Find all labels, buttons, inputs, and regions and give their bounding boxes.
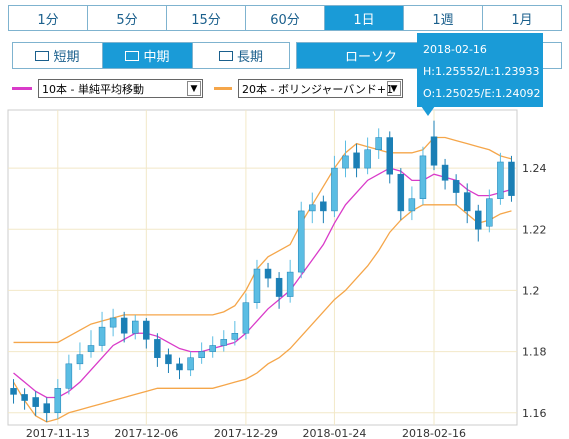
candle-body [132,320,139,334]
candle-body [220,339,228,346]
candle-body [165,354,172,365]
x-tick-label: 2017-12-29 [214,427,278,439]
timeframe-tab[interactable]: 5分 [87,5,167,31]
candle-body [21,394,28,401]
candle-body [452,180,460,193]
candle-body [475,210,482,230]
candle-body [419,155,427,199]
x-tick-label: 2017-12-06 [114,427,178,439]
candle-body [320,201,327,212]
timeframe-tab[interactable]: 60分 [245,5,325,31]
label: 長期 [236,50,263,65]
candle-body [353,152,360,169]
tooltip-open-close: O:1.25025/E:1.24092 [423,87,541,100]
candle-body [176,363,183,371]
candle-body [120,317,128,334]
candle-body [43,403,50,414]
long-term-button[interactable]: 長期 [192,42,290,69]
candle-body [375,137,382,151]
candle-body [209,345,216,352]
tooltip-high-low: H:1.25552/L:1.23933 [423,65,540,78]
label: 短期 [53,50,80,65]
x-tick-label: 2018-01-24 [302,427,366,439]
ma-legend-line [12,87,32,90]
timeframe-tab[interactable]: 1週 [403,5,483,31]
timeframe-tab[interactable]: 1日 [324,5,404,31]
timeframe-tab[interactable]: 1分 [8,5,88,31]
candle-body [143,320,150,340]
bb-select[interactable]: 20本 - ボリンジャーバンド+1 ▼ [238,79,403,98]
mid-term-button[interactable]: 中期 [102,42,193,69]
candle-body [10,388,17,395]
candle-body [264,268,272,279]
candle-body [98,326,106,346]
timeframe-tab[interactable]: 1月 [482,5,562,31]
tooltip-pointer [421,106,435,116]
candle-body [386,137,393,175]
candle-body [187,357,194,371]
short-term-button[interactable]: 短期 [12,42,103,69]
candle-body [109,317,117,328]
candle-body [65,363,73,389]
candle-body [430,136,438,166]
candle-body [54,388,62,414]
candle-body [198,351,205,358]
indicator-line [13,136,512,344]
candle-body [497,161,504,199]
timeframe-tab[interactable]: 15分 [166,5,246,31]
candle-body [342,155,349,169]
candle-body [231,333,239,340]
y-tick-label: 1.2 [522,284,540,297]
candle-body [408,198,416,212]
tooltip-date: 2018-02-16 [423,43,487,56]
candle-body [463,192,471,212]
candle-body [508,161,515,196]
y-tick-label: 1.18 [522,346,547,359]
label: 10本 - 単純平均移動 [42,82,144,96]
y-tick-label: 1.16 [522,407,547,420]
candle-body [297,210,305,273]
candle-body [87,345,95,352]
label: 20本 - ボリンジャーバンド+1 [242,82,394,96]
x-tick-label: 2018-02-16 [402,427,466,439]
y-tick-label: 1.22 [522,223,547,236]
candle-body [242,302,250,334]
candle-body [441,164,449,181]
candle-body [253,268,261,303]
candle-body [154,339,161,358]
label: ローソク [344,50,397,65]
bb-legend-line [214,87,232,90]
indicator-line [13,167,512,399]
x-tick-label: 2017-11-13 [26,427,90,439]
candle-body [286,271,294,297]
candle-body [397,173,405,212]
candle-body [309,204,316,212]
tooltip: 2018-02-16 H:1.25552/L:1.23933 O:1.25025… [417,33,543,107]
label: 中期 [143,50,170,65]
indicator-line [12,204,512,423]
ma-select[interactable]: 10本 - 単純平均移動 ▼ [38,79,203,98]
candle-body [331,167,338,212]
candle-body [486,198,493,227]
candle-body [32,397,39,407]
candle-body [364,149,371,169]
candle-body [76,354,84,365]
candle-body [275,277,283,297]
y-tick-label: 1.24 [522,162,547,175]
